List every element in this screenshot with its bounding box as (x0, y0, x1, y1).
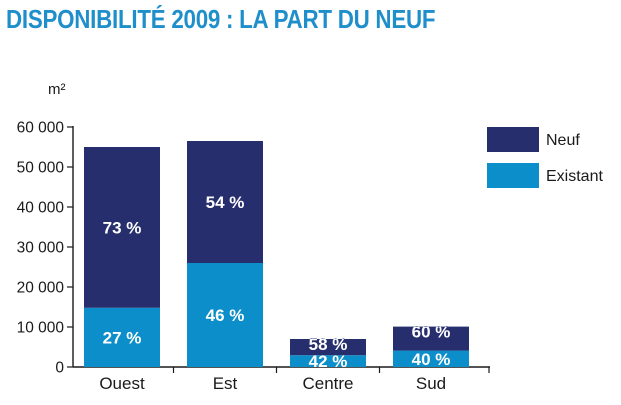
y-axis-unit-label: m² (48, 81, 66, 98)
data-label-existant: 46 % (206, 306, 245, 325)
data-label-neuf: 54 % (206, 193, 245, 212)
data-label-neuf-overlay: 58 % (309, 335, 348, 354)
data-label-existant: 27 % (103, 328, 142, 347)
data-label-neuf: 58 % (309, 335, 348, 354)
bar-neuf (290, 339, 366, 356)
x-tick-label: Ouest (99, 374, 145, 393)
chart-title: DISPONIBILITÉ 2009 : LA PART DU NEUF (6, 4, 436, 34)
x-tick-label: Centre (302, 374, 353, 393)
y-tick-label: 50 000 (17, 160, 65, 177)
data-label-existant: 42 % (309, 352, 348, 371)
y-tick-label: 60 000 (17, 120, 65, 137)
bar-existant (290, 355, 366, 367)
bar-existant (187, 263, 263, 367)
y-tick-label: 40 000 (17, 200, 65, 217)
bar-neuf (84, 147, 160, 308)
legend-label: Existant (546, 168, 603, 185)
bars: 27 %73 %46 %54 %42 %58 %58 %40 %60 %60 % (84, 141, 469, 371)
legend: Neuf Existant (487, 127, 603, 188)
x-tick-label: Sud (416, 374, 446, 393)
data-label-neuf: 73 % (103, 218, 142, 237)
bar-neuf (393, 326, 469, 351)
legend-swatch (487, 127, 539, 152)
legend-label: Neuf (546, 132, 580, 149)
data-label-neuf-overlay: 60 % (412, 323, 451, 342)
bar-existant (84, 307, 160, 367)
x-tick-label: Est (213, 374, 238, 393)
y-tick-label: 20 000 (17, 280, 65, 297)
data-label-neuf: 60 % (412, 323, 451, 342)
axes: 0 10 000 20 000 30 000 40 000 50 000 60 000 Oue… (17, 120, 490, 393)
data-label-existant: 40 % (412, 350, 451, 369)
legend-swatch (487, 163, 539, 188)
bar-existant (393, 350, 469, 367)
y-tick-label: 0 (55, 360, 64, 377)
bar-neuf (187, 141, 263, 263)
y-tick-label: 30 000 (17, 240, 65, 257)
y-tick-label: 10 000 (17, 320, 65, 337)
